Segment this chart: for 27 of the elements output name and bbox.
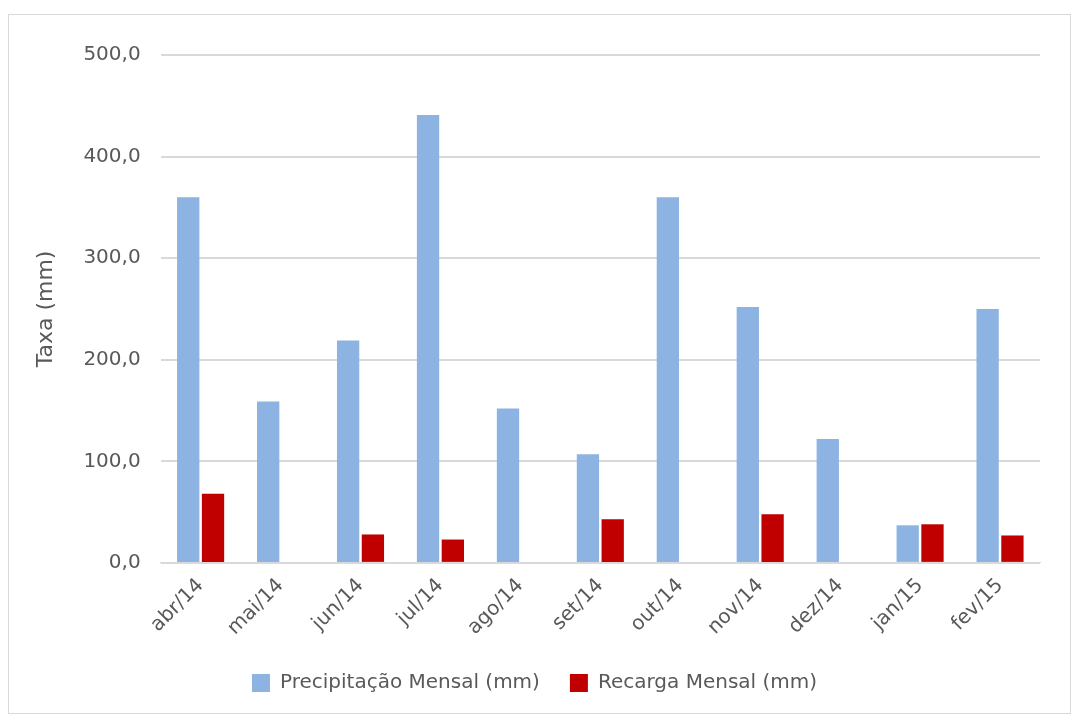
- bar: [921, 524, 944, 562]
- bar: [656, 197, 680, 562]
- bar: [736, 306, 759, 562]
- bar: [976, 308, 999, 562]
- y-tick-label: 500,0: [83, 41, 141, 66]
- y-tick-label: 300,0: [83, 244, 141, 269]
- legend-label: Precipitação Mensal (mm): [279, 669, 540, 694]
- bar: [177, 197, 200, 562]
- bar: [361, 534, 385, 562]
- legend-label: Recarga Mensal (mm): [597, 669, 818, 694]
- y-tick-label: 400,0: [83, 142, 141, 167]
- bar: [257, 401, 280, 562]
- bar: [601, 519, 624, 562]
- y-tick-label: 100,0: [83, 447, 141, 472]
- bar: [1001, 535, 1024, 562]
- bar: [896, 525, 919, 562]
- bar: [416, 114, 440, 562]
- y-tick-label: 0,0: [108, 549, 141, 574]
- bar: [496, 408, 520, 562]
- bar: [816, 438, 839, 562]
- y-tick-label: 200,0: [83, 345, 141, 370]
- bar: [441, 539, 464, 562]
- bar: [761, 514, 784, 562]
- bar: [336, 340, 360, 562]
- bar: [201, 493, 225, 562]
- y-axis-title: Taxa (mm): [31, 250, 57, 369]
- bar: [576, 454, 600, 562]
